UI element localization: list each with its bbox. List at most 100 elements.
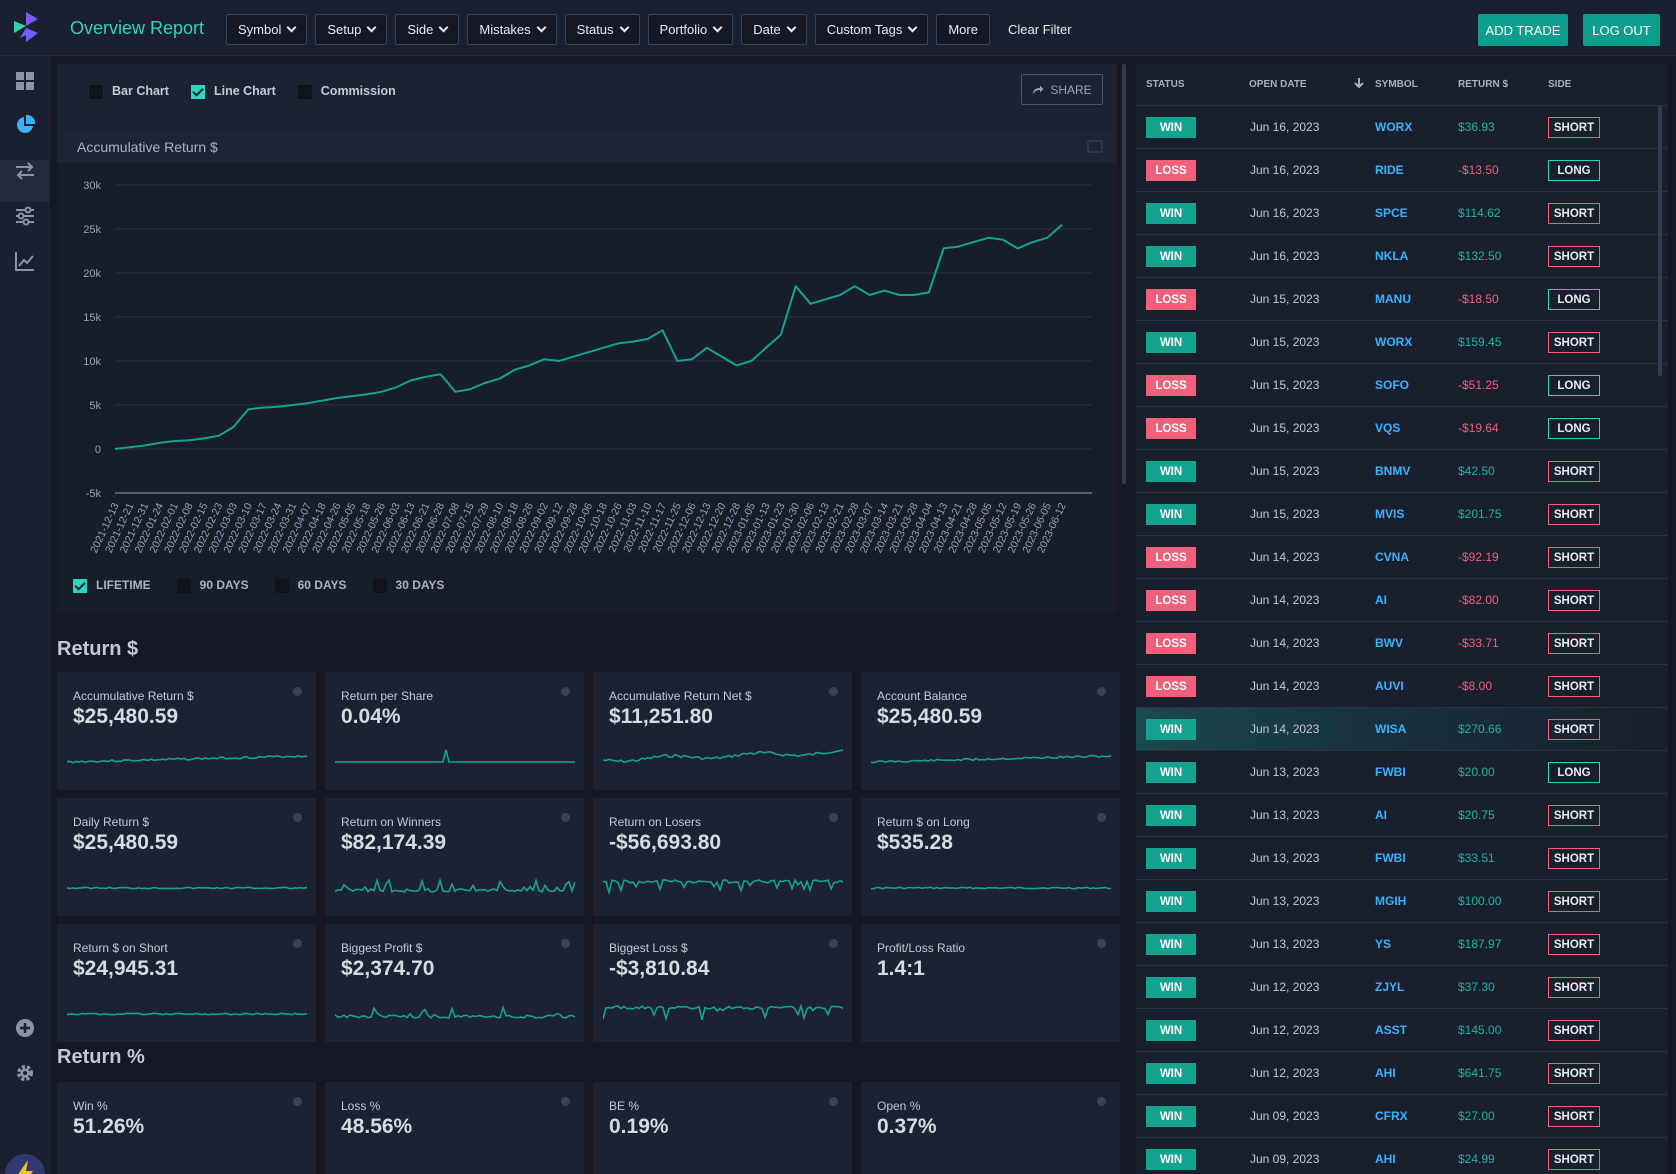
table-row[interactable]: WIN Jun 13, 2023 FWBI $20.00 LONG [1136, 751, 1668, 794]
table-row[interactable]: WIN Jun 09, 2023 AHI $24.99 SHORT [1136, 1138, 1668, 1174]
table-row[interactable]: LOSS Jun 14, 2023 AUVI -$8.00 SHORT [1136, 665, 1668, 708]
bolt-button[interactable] [5, 1154, 45, 1174]
filter-side-button[interactable]: Side [395, 14, 460, 45]
add-circle-icon[interactable] [14, 1017, 36, 1039]
info-icon[interactable] [1097, 1097, 1106, 1106]
info-icon[interactable] [561, 687, 570, 696]
table-row[interactable]: WIN Jun 15, 2023 WORX $159.45 SHORT [1136, 321, 1668, 364]
add-trade-button[interactable]: ADD TRADE [1478, 14, 1568, 46]
table-row[interactable]: WIN Jun 13, 2023 MGIH $100.00 SHORT [1136, 880, 1668, 923]
symbol-link[interactable]: ASST [1375, 1023, 1408, 1037]
info-icon[interactable] [293, 687, 302, 696]
sort-down-icon[interactable] [1354, 77, 1364, 89]
range-30-days-toggle[interactable]: 30 DAYS [372, 578, 444, 593]
symbol-link[interactable]: NKLA [1375, 249, 1409, 263]
symbol-link[interactable]: MANU [1375, 292, 1411, 306]
filter-date-button[interactable]: Date [741, 14, 807, 45]
symbol-link[interactable]: SPCE [1375, 206, 1408, 220]
pie-chart-icon[interactable] [14, 114, 36, 136]
range-lifetime-toggle[interactable]: LIFETIME [73, 578, 151, 593]
table-row[interactable]: WIN Jun 16, 2023 NKLA $132.50 SHORT [1136, 235, 1668, 278]
info-icon[interactable] [293, 939, 302, 948]
table-row[interactable]: WIN Jun 13, 2023 FWBI $33.51 SHORT [1136, 837, 1668, 880]
info-icon[interactable] [829, 1097, 838, 1106]
line-chart-toggle[interactable]: Line Chart [190, 84, 276, 99]
column-return[interactable]: RETURN $ [1458, 79, 1509, 90]
info-icon[interactable] [829, 687, 838, 696]
table-row[interactable]: WIN Jun 12, 2023 ASST $145.00 SHORT [1136, 1009, 1668, 1052]
symbol-link[interactable]: FWBI [1375, 765, 1406, 779]
filter-custom-tags-button[interactable]: Custom Tags [814, 14, 929, 45]
range-90-days-toggle[interactable]: 90 DAYS [176, 578, 249, 593]
filter-setup-button[interactable]: Setup [315, 14, 388, 45]
filter-status-button[interactable]: Status [564, 14, 640, 45]
table-row[interactable]: WIN Jun 14, 2023 WISA $270.66 SHORT [1136, 708, 1668, 751]
info-icon[interactable] [1097, 813, 1106, 822]
column-symbol[interactable]: SYMBOL [1375, 79, 1418, 90]
symbol-link[interactable]: MGIH [1375, 894, 1407, 908]
symbol-link[interactable]: AHI [1375, 1152, 1396, 1166]
table-row[interactable]: WIN Jun 16, 2023 SPCE $114.62 SHORT [1136, 192, 1668, 235]
info-icon[interactable] [561, 1097, 570, 1106]
symbol-link[interactable]: BNMV [1375, 464, 1411, 478]
range-60-days-toggle[interactable]: 60 DAYS [274, 578, 347, 593]
symbol-link[interactable]: FWBI [1375, 851, 1406, 865]
table-row[interactable]: WIN Jun 12, 2023 AHI $641.75 SHORT [1136, 1052, 1668, 1095]
info-icon[interactable] [1097, 687, 1106, 696]
dashboard-icon[interactable] [14, 70, 36, 92]
symbol-link[interactable]: AI [1375, 808, 1387, 822]
filter-symbol-button[interactable]: Symbol [226, 14, 308, 45]
table-scrollbar[interactable] [1658, 106, 1662, 376]
symbol-link[interactable]: WISA [1375, 722, 1407, 736]
table-row[interactable]: WIN Jun 13, 2023 AI $20.75 SHORT [1136, 794, 1668, 837]
info-icon[interactable] [293, 1097, 302, 1106]
commission-toggle[interactable]: Commission [297, 84, 396, 99]
table-row[interactable]: LOSS Jun 15, 2023 SOFO -$51.25 LONG [1136, 364, 1668, 407]
symbol-link[interactable]: SOFO [1375, 378, 1410, 392]
symbol-link[interactable]: YS [1375, 937, 1392, 951]
clear-filter-link[interactable]: Clear Filter [1007, 22, 1072, 37]
table-row[interactable]: LOSS Jun 14, 2023 BWV -$33.71 SHORT [1136, 622, 1668, 665]
table-row[interactable]: WIN Jun 16, 2023 WORX $36.93 SHORT [1136, 106, 1668, 149]
symbol-link[interactable]: BWV [1375, 636, 1403, 650]
share-button[interactable]: SHARE [1021, 74, 1103, 105]
symbol-link[interactable]: MVIS [1375, 507, 1405, 521]
table-row[interactable]: WIN Jun 09, 2023 CFRX $27.00 SHORT [1136, 1095, 1668, 1138]
column-open-date[interactable]: OPEN DATE [1249, 79, 1307, 90]
info-icon[interactable] [561, 939, 570, 948]
symbol-link[interactable]: WORX [1375, 120, 1413, 134]
symbol-link[interactable]: AHI [1375, 1066, 1396, 1080]
symbol-link[interactable]: ZJYL [1375, 980, 1405, 994]
column-side[interactable]: SIDE [1548, 79, 1572, 90]
filter-mistakes-button[interactable]: Mistakes [467, 14, 557, 45]
table-row[interactable]: WIN Jun 13, 2023 YS $187.97 SHORT [1136, 923, 1668, 966]
table-row[interactable]: LOSS Jun 15, 2023 MANU -$18.50 LONG [1136, 278, 1668, 321]
logout-button[interactable]: LOG OUT [1583, 14, 1660, 46]
symbol-link[interactable]: AI [1375, 593, 1387, 607]
table-row[interactable]: WIN Jun 12, 2023 ZJYL $37.30 SHORT [1136, 966, 1668, 1009]
column-status[interactable]: STATUS [1146, 79, 1185, 90]
symbol-link[interactable]: AUVI [1375, 679, 1404, 693]
table-row[interactable]: WIN Jun 15, 2023 BNMV $42.50 SHORT [1136, 450, 1668, 493]
transfer-icon[interactable] [14, 160, 36, 182]
table-row[interactable]: WIN Jun 15, 2023 MVIS $201.75 SHORT [1136, 493, 1668, 536]
symbol-link[interactable]: RIDE [1375, 163, 1404, 177]
symbol-link[interactable]: WORX [1375, 335, 1413, 349]
filter-portfolio-button[interactable]: Portfolio [647, 14, 734, 45]
main-scrollbar[interactable] [1122, 64, 1126, 484]
gear-icon[interactable] [14, 1062, 36, 1084]
symbol-link[interactable]: CFRX [1375, 1109, 1408, 1123]
table-row[interactable]: LOSS Jun 15, 2023 VQS -$19.64 LONG [1136, 407, 1668, 450]
info-icon[interactable] [1097, 939, 1106, 948]
info-icon[interactable] [829, 813, 838, 822]
info-icon[interactable] [829, 939, 838, 948]
table-row[interactable]: LOSS Jun 14, 2023 AI -$82.00 SHORT [1136, 579, 1668, 622]
info-icon[interactable] [293, 813, 302, 822]
symbol-link[interactable]: CVNA [1375, 550, 1410, 564]
app-logo-icon[interactable] [14, 12, 38, 42]
info-icon[interactable] [561, 813, 570, 822]
more-button[interactable]: More [936, 14, 990, 45]
sliders-icon[interactable] [14, 205, 36, 227]
symbol-link[interactable]: VQS [1375, 421, 1401, 435]
table-row[interactable]: LOSS Jun 16, 2023 RIDE -$13.50 LONG [1136, 149, 1668, 192]
